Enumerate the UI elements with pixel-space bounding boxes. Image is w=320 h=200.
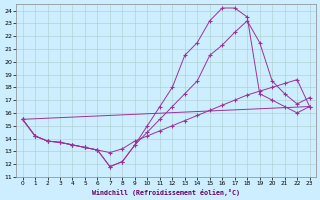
X-axis label: Windchill (Refroidissement éolien,°C): Windchill (Refroidissement éolien,°C) — [92, 189, 240, 196]
